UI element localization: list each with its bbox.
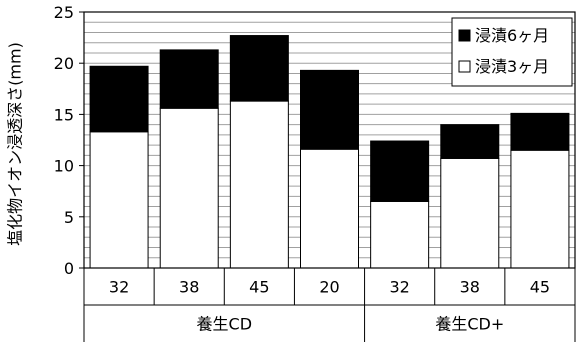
y-tick-label: 25 — [54, 3, 74, 22]
x-category-label: 32 — [389, 278, 409, 297]
bar-segment-6months — [510, 112, 570, 151]
bar-segment-3months — [370, 200, 430, 269]
bar-segment-6months — [89, 65, 149, 133]
plot-frame — [83, 11, 576, 269]
bar-segment-6months — [300, 69, 359, 150]
legend-swatch-6months — [458, 29, 471, 42]
y-axis-label: 塩化物イオン浸透深さ(mm) — [6, 42, 25, 246]
y-tick-label: 0 — [64, 259, 74, 278]
x-group-label: 養生CD — [197, 315, 253, 334]
x-group-label: 養生CD+ — [435, 315, 504, 334]
bar-segment-6months — [440, 124, 500, 159]
legend-swatch-3months — [458, 60, 471, 73]
y-tick-label: 10 — [54, 157, 74, 176]
bar-segment-3months — [510, 149, 570, 269]
bar-segment-3months — [229, 100, 289, 269]
bar-segment-6months — [370, 140, 430, 202]
y-tick-label: 5 — [64, 208, 74, 227]
x-category-label: 45 — [249, 278, 269, 297]
bar-segment-6months — [229, 35, 289, 102]
bar-segment-3months — [300, 148, 359, 269]
x-category-label: 38 — [179, 278, 199, 297]
x-category-label: 20 — [319, 278, 339, 297]
x-category-labels: 32 38 45 20 32 38 45 養生CD 養生CD+ — [109, 278, 550, 334]
bars — [89, 35, 570, 269]
bar-segment-3months — [89, 131, 149, 269]
bar-segment-6months — [159, 49, 219, 109]
y-tick-label: 20 — [54, 54, 74, 73]
x-category-label: 45 — [530, 278, 550, 297]
x-category-label: 38 — [460, 278, 480, 297]
legend-label: 浸漬3ヶ月 — [475, 57, 549, 76]
bar-segment-3months — [440, 157, 500, 269]
y-tick-label: 15 — [54, 105, 74, 124]
x-category-label: 32 — [109, 278, 129, 297]
legend-label: 浸漬6ヶ月 — [475, 26, 549, 45]
y-tick-labels: 0 5 10 15 20 25 — [54, 3, 74, 278]
bar-segment-3months — [159, 107, 219, 269]
axes — [79, 11, 576, 342]
legend-box — [451, 17, 573, 87]
